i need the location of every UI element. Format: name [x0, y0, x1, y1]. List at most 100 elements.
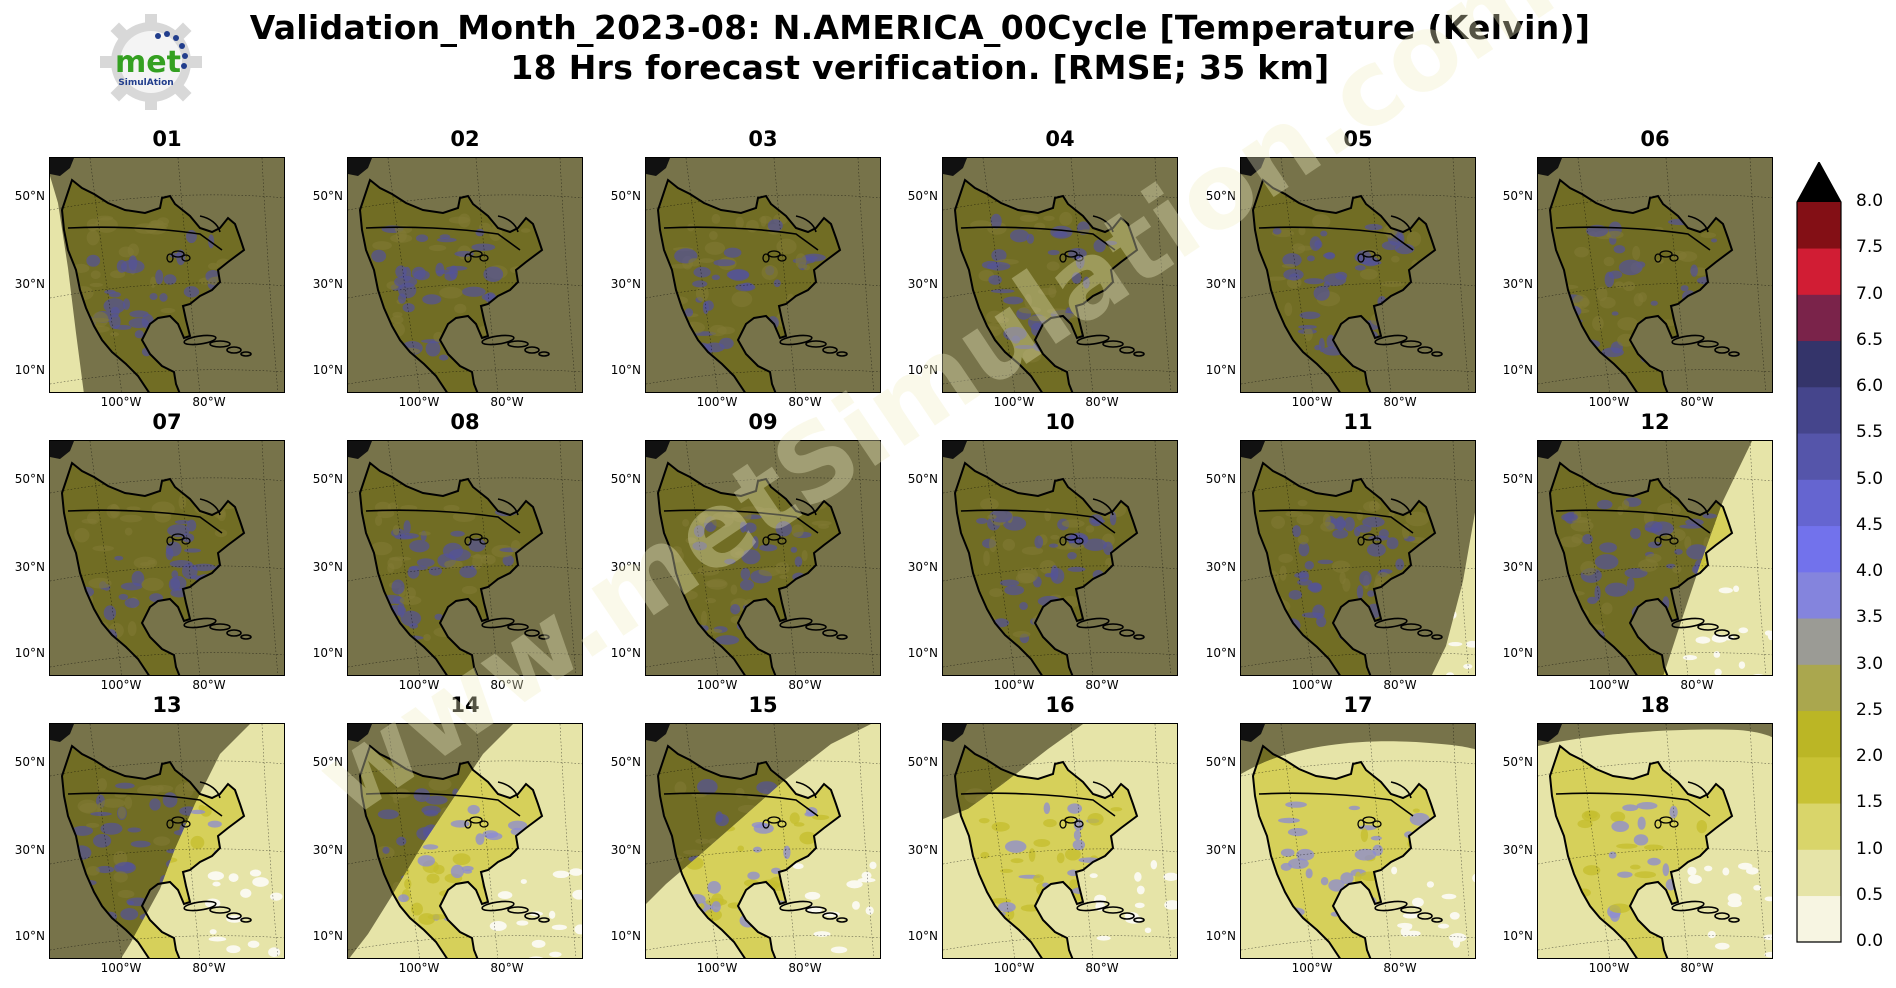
- lat-label: 30°N: [907, 560, 938, 574]
- lat-label: 30°N: [1205, 843, 1236, 857]
- panel-title: 13: [152, 693, 182, 717]
- colorbar-tick-label: 5.5: [1856, 422, 1884, 443]
- map-panel: [49, 440, 285, 676]
- lat-label: 10°N: [907, 646, 938, 660]
- lon-label: 80°W: [1085, 395, 1119, 409]
- lat-label: 30°N: [312, 843, 343, 857]
- panel-title: 09: [748, 410, 778, 434]
- lon-label: 100°W: [696, 961, 738, 975]
- lon-label: 100°W: [993, 395, 1035, 409]
- lon-label: 80°W: [192, 678, 226, 692]
- lon-label: 100°W: [398, 395, 440, 409]
- map-panel: [1537, 440, 1773, 676]
- lat-label: 50°N: [1502, 755, 1533, 769]
- colorbar-bin: [1797, 248, 1841, 295]
- lat-label: 30°N: [1502, 560, 1533, 574]
- lon-label: 80°W: [788, 961, 822, 975]
- lat-label: 30°N: [1205, 560, 1236, 574]
- lat-label: 50°N: [1205, 472, 1236, 486]
- lat-label: 10°N: [312, 929, 343, 943]
- lon-label: 100°W: [696, 678, 738, 692]
- colorbar-bin: [1797, 664, 1841, 712]
- lat-label: 10°N: [1205, 929, 1236, 943]
- lat-label: 50°N: [14, 755, 45, 769]
- colorbar-extend-arrow: [1797, 162, 1841, 202]
- lat-label: 50°N: [1502, 189, 1533, 203]
- lat-label: 50°N: [907, 189, 938, 203]
- colorbar-bin: [1797, 849, 1841, 897]
- map-panel: [347, 157, 583, 393]
- panel-title: 10: [1045, 410, 1075, 434]
- lon-label: 80°W: [1383, 678, 1417, 692]
- lat-label: 10°N: [1205, 646, 1236, 660]
- panel-title: 16: [1045, 693, 1075, 717]
- lat-label: 50°N: [312, 755, 343, 769]
- panel-title: 04: [1045, 127, 1075, 151]
- colorbar-bin: [1797, 202, 1841, 249]
- colorbar-bin: [1797, 387, 1841, 434]
- lon-label: 100°W: [1291, 395, 1333, 409]
- lat-label: 50°N: [1205, 755, 1236, 769]
- colorbar-bin: [1797, 479, 1841, 527]
- map-panel: [942, 723, 1178, 959]
- lon-label: 80°W: [1383, 395, 1417, 409]
- lon-label: 100°W: [1588, 961, 1630, 975]
- lon-label: 100°W: [1291, 678, 1333, 692]
- lat-label: 30°N: [610, 843, 641, 857]
- panel-title: 18: [1640, 693, 1670, 717]
- lon-label: 100°W: [100, 395, 142, 409]
- panel-title: 11: [1343, 410, 1373, 434]
- lon-label: 80°W: [490, 678, 524, 692]
- lon-label: 100°W: [398, 961, 440, 975]
- colorbar-bin: [1797, 895, 1841, 943]
- lat-label: 50°N: [610, 189, 641, 203]
- colorbar-bin: [1797, 710, 1841, 758]
- panel-title: 15: [748, 693, 778, 717]
- lon-label: 100°W: [1588, 678, 1630, 692]
- map-panel: [49, 723, 285, 959]
- lat-label: 10°N: [14, 929, 45, 943]
- map-panel: [1537, 723, 1773, 959]
- colorbar-bin: [1797, 803, 1841, 850]
- lon-label: 80°W: [1383, 961, 1417, 975]
- panel-title: 12: [1640, 410, 1670, 434]
- lon-label: 100°W: [1291, 961, 1333, 975]
- lat-label: 50°N: [907, 472, 938, 486]
- panel-title: 06: [1640, 127, 1670, 151]
- colorbar-tick-label: 0.0: [1856, 931, 1884, 951]
- lat-label: 50°N: [1205, 189, 1236, 203]
- lon-label: 80°W: [192, 395, 226, 409]
- metsimulation-logo: met SimulAtion: [100, 14, 202, 110]
- lat-label: 10°N: [1205, 363, 1236, 377]
- colorbar-tick-label: 1.0: [1856, 838, 1884, 859]
- panel-title: 14: [450, 693, 480, 717]
- lon-label: 80°W: [1085, 678, 1119, 692]
- lat-label: 30°N: [1502, 843, 1533, 857]
- lon-label: 100°W: [696, 395, 738, 409]
- map-panel: [1537, 157, 1773, 393]
- lat-label: 30°N: [907, 277, 938, 291]
- lat-label: 10°N: [14, 363, 45, 377]
- lon-label: 80°W: [192, 961, 226, 975]
- lat-label: 10°N: [610, 363, 641, 377]
- lat-label: 50°N: [907, 755, 938, 769]
- colorbar-tick-label: 5.0: [1856, 468, 1884, 489]
- colorbar-bin: [1797, 294, 1841, 342]
- map-panel: [49, 157, 285, 393]
- lat-label: 30°N: [14, 560, 45, 574]
- panel-title: 03: [748, 127, 778, 151]
- lon-label: 100°W: [993, 678, 1035, 692]
- colorbar-bin: [1797, 757, 1841, 804]
- lon-label: 80°W: [788, 395, 822, 409]
- lat-label: 30°N: [312, 560, 343, 574]
- lat-label: 10°N: [907, 363, 938, 377]
- lat-label: 50°N: [14, 189, 45, 203]
- colorbar-bin: [1797, 618, 1841, 665]
- lat-label: 50°N: [312, 189, 343, 203]
- lon-label: 80°W: [1680, 961, 1714, 975]
- lat-label: 50°N: [312, 472, 343, 486]
- map-panel: [347, 440, 583, 676]
- lon-label: 80°W: [1680, 678, 1714, 692]
- colorbar-tick-label: 6.5: [1856, 329, 1884, 350]
- lat-label: 30°N: [610, 277, 641, 291]
